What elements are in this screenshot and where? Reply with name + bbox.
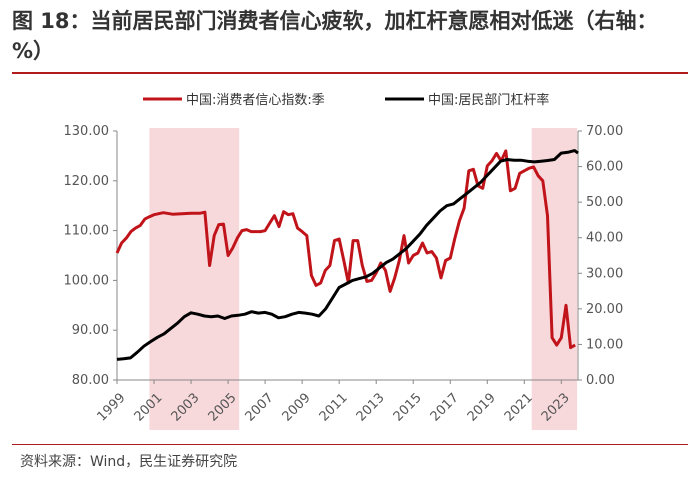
right-tick-label: 40.00: [586, 231, 623, 246]
left-tick-label: 80.00: [72, 373, 109, 388]
x-tick-label: 2009: [280, 391, 314, 425]
left-tick-label: 100.00: [64, 273, 110, 288]
x-tick-label: 2011: [317, 391, 351, 425]
x-tick-label: 2015: [391, 391, 425, 425]
x-tick-label: 2019: [465, 391, 499, 425]
shaded-region-0: [149, 128, 240, 430]
series-lines: [115, 149, 579, 361]
chart-title: 图 18：当前居民部门消费者信心疲软，加杠杆意愿相对低迷（右轴：%）: [12, 9, 658, 63]
source-note: 资料来源：Wind，民生证券研究院: [20, 454, 238, 470]
left-tick-label: 110.00: [64, 224, 110, 239]
right-tick-label: 30.00: [586, 266, 623, 281]
x-tick-label: 2013: [354, 391, 388, 425]
x-tick-label: 2021: [502, 391, 536, 425]
series-line-consumer-confidence: [115, 149, 576, 350]
right-tick-label: 10.00: [586, 337, 623, 352]
top-divider: [12, 72, 688, 74]
right-tick-label: 0.00: [586, 373, 615, 388]
x-tick-label: 1999: [95, 391, 129, 425]
legend: 中国:消费者信心指数:季 中国:居民部门杠杆率: [143, 92, 549, 108]
x-tick-label: 2007: [243, 391, 277, 425]
right-tick-label: 60.00: [586, 160, 623, 175]
right-tick-label: 50.00: [586, 195, 623, 210]
legend-label-confidence: 中国:消费者信心指数:季: [186, 93, 325, 108]
left-tick-label: 120.00: [64, 174, 110, 189]
chart-canvas: 中国:消费者信心指数:季 中国:居民部门杠杆率 80.00 90.00 100.00…: [64, 92, 623, 430]
legend-label-leverage: 中国:居民部门杠杆率: [428, 92, 549, 108]
left-tick-label: 130.00: [64, 124, 110, 139]
bottom-divider: [12, 444, 688, 445]
series-line-household-leverage: [116, 149, 579, 361]
left-tick-label: 90.00: [72, 323, 109, 338]
x-tick-label: 2017: [428, 391, 462, 425]
right-tick-label: 70.00: [586, 124, 623, 139]
right-tick-label: 20.00: [586, 302, 623, 317]
